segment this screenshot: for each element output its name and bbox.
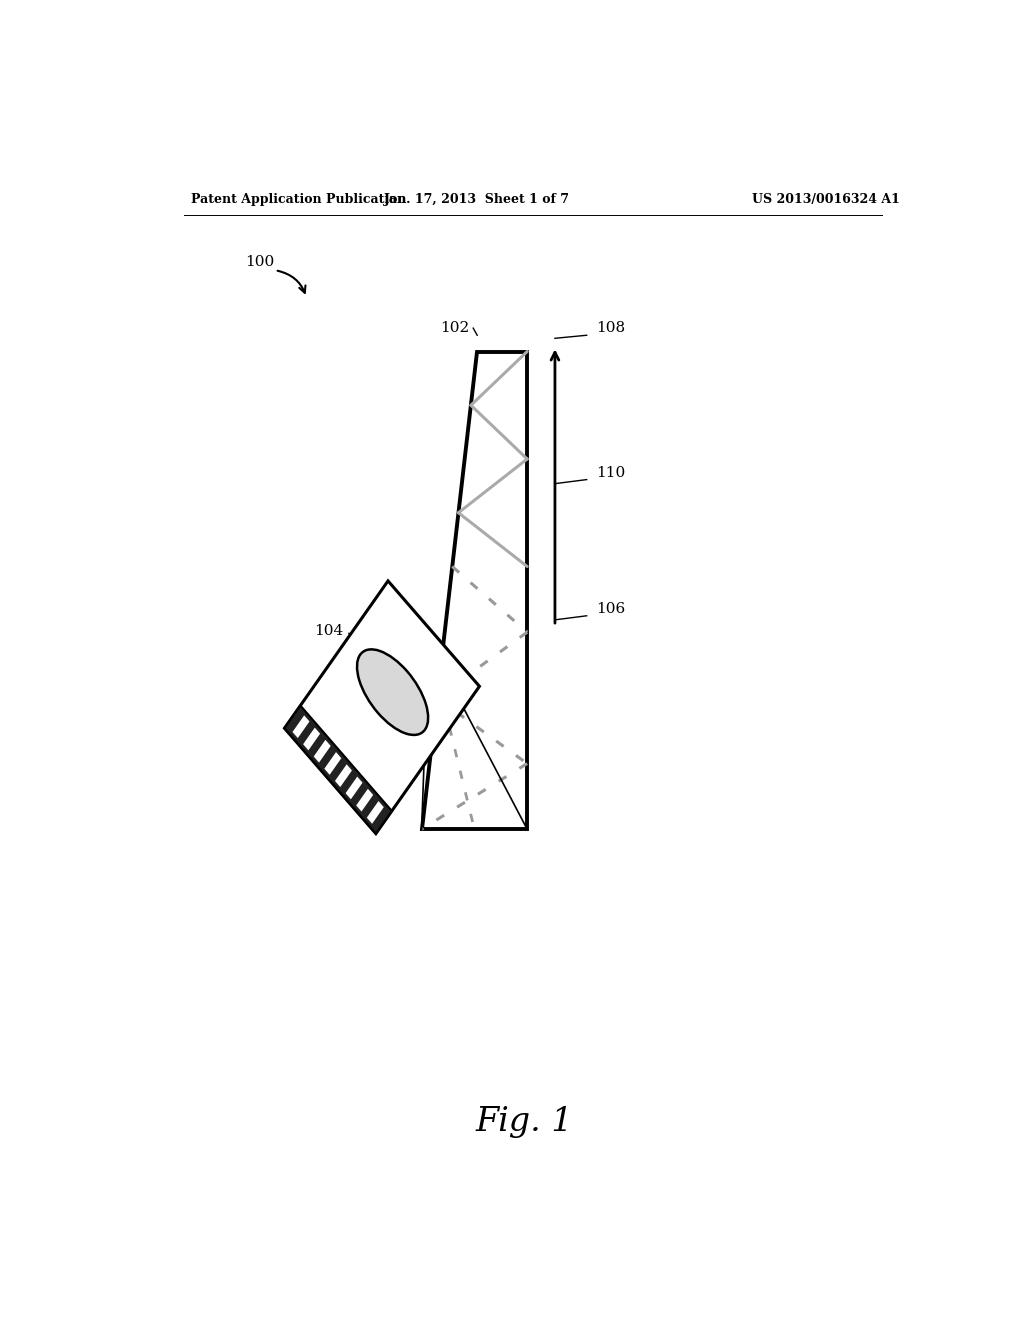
- Polygon shape: [313, 739, 331, 763]
- Polygon shape: [345, 776, 362, 800]
- Polygon shape: [285, 581, 479, 834]
- FancyArrowPatch shape: [278, 271, 305, 293]
- Polygon shape: [285, 705, 392, 834]
- Text: Fig. 1: Fig. 1: [476, 1106, 573, 1138]
- Ellipse shape: [357, 649, 428, 735]
- Polygon shape: [335, 764, 352, 787]
- Polygon shape: [422, 351, 527, 829]
- Polygon shape: [356, 789, 373, 812]
- Text: 106: 106: [596, 602, 626, 615]
- Text: US 2013/0016324 A1: US 2013/0016324 A1: [753, 193, 900, 206]
- Text: Patent Application Publication: Patent Application Publication: [191, 193, 407, 206]
- FancyArrowPatch shape: [349, 634, 365, 640]
- Text: 110: 110: [596, 466, 626, 480]
- Text: 102: 102: [440, 321, 469, 335]
- Polygon shape: [367, 801, 384, 824]
- Text: Jan. 17, 2013  Sheet 1 of 7: Jan. 17, 2013 Sheet 1 of 7: [384, 193, 570, 206]
- Text: 108: 108: [596, 321, 626, 335]
- Text: 100: 100: [246, 255, 274, 269]
- Text: 104: 104: [314, 624, 344, 638]
- Polygon shape: [303, 727, 321, 750]
- Polygon shape: [293, 715, 309, 738]
- Polygon shape: [325, 752, 341, 775]
